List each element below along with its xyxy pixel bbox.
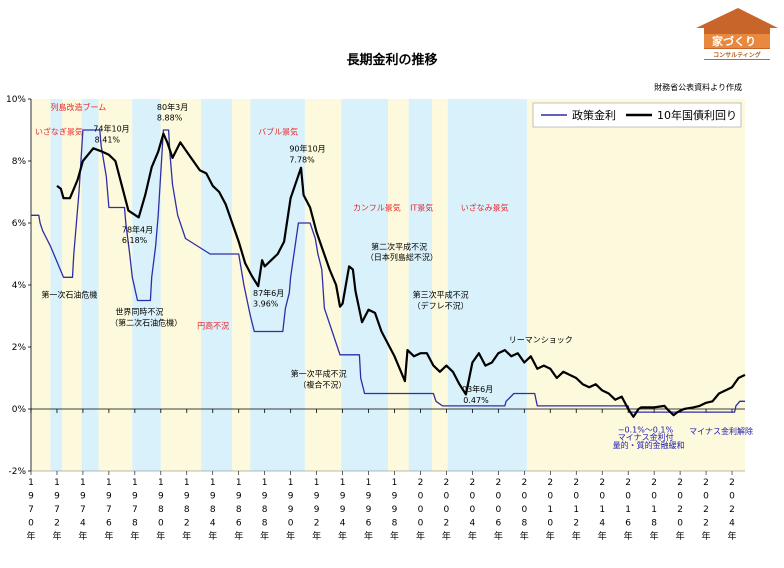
background-band <box>50 99 63 471</box>
background-band <box>408 99 433 471</box>
background-band <box>447 99 527 471</box>
annotation-label: 世界同時不況 <box>115 306 163 316</box>
background-band <box>526 99 745 471</box>
annotation-label: −0.1%～0.1% <box>618 425 674 434</box>
annotation-label: 円高不況 <box>197 320 229 330</box>
annotation-label: バブル景気 <box>258 127 298 137</box>
y-tick-label: 10% <box>6 95 26 105</box>
annotation-label: 第三次平成不況 <box>413 289 469 299</box>
background-band <box>232 99 251 471</box>
legend-label-10y-jgb: 10年国債利回り <box>657 108 737 122</box>
background-band <box>98 99 133 471</box>
annotation-label: 第一次平成不況 <box>291 368 347 378</box>
annotation-label: 第一次石油危機 <box>41 289 97 299</box>
y-tick-label: 2% <box>12 343 27 353</box>
annotation-label: 87年6月 <box>253 288 284 298</box>
annotation-label: 90年10月 <box>289 144 325 154</box>
annotation-label: IT景気 <box>410 203 433 213</box>
annotation-label: 8.41% <box>95 135 121 144</box>
annotation-label: 量的・質的金融緩和 <box>613 440 685 450</box>
annotation-label: 0.47% <box>463 396 489 405</box>
logo-subtext: コンサルティング <box>713 51 761 59</box>
annotation-label: （複合不況） <box>298 379 346 389</box>
series-line-policy-rate <box>31 129 745 413</box>
annotation-label: 8.88% <box>157 114 183 123</box>
annotation-label: 78年4月 <box>122 224 153 234</box>
annotation-label: （デフレ不況） <box>413 300 469 310</box>
background-bands <box>31 99 745 471</box>
background-band <box>388 99 409 471</box>
background-band <box>432 99 448 471</box>
annotation-label: マイナス金利付 <box>618 432 674 442</box>
annotation-label: カンフル景気 <box>353 203 401 213</box>
annotation-label: 6.18% <box>122 236 148 245</box>
annotation-label: 7.78% <box>289 156 315 165</box>
axes: 10% 8% 6% 4% 2% 0% -2%1 9 7 0 年 1 9 7 2 年 1 9 7 4 年 1 9 7 6 年 1 9 7 8… <box>6 95 745 542</box>
annotation-label: マイナス金利解除 <box>689 426 753 436</box>
annotation-label: 第二次平成不況 <box>371 241 427 251</box>
series-line-10y-jgb <box>56 132 746 418</box>
y-tick-label: 4% <box>12 281 27 291</box>
annotation-label: 74年10月 <box>93 124 129 134</box>
annotation-label: いざなみ景気 <box>461 203 509 213</box>
y-tick-label: -2% <box>8 467 26 477</box>
logo-sub-bg <box>704 49 770 59</box>
series-lines <box>31 129 746 418</box>
background-band <box>160 99 202 471</box>
annotation-label: 3.96% <box>253 300 279 309</box>
background-band <box>81 99 99 471</box>
annotation-label: （日本列島総不況） <box>366 252 438 262</box>
legend: 政策金利 10年国債利回り <box>532 102 742 128</box>
annotation-label: リーマンショック <box>509 335 573 344</box>
source-note: 財務省公表資料より作成 <box>654 82 742 92</box>
background-band <box>62 99 82 471</box>
chart-title: 長期金利の推移 <box>346 52 437 68</box>
annotation-label: いざなぎ景気 <box>35 127 83 137</box>
annotation-label: 80年3月 <box>157 102 188 112</box>
y-tick-label: 6% <box>12 219 27 229</box>
y-tick-label: 0% <box>12 405 27 415</box>
logo-band <box>704 34 770 48</box>
background-band <box>201 99 233 471</box>
company-logo: 家づくり コンサルティング <box>696 8 778 60</box>
logo-text: 家づくり <box>712 34 756 48</box>
y-tick-label: 8% <box>12 157 27 167</box>
annotation-label: 列島改造ブーム <box>50 102 106 112</box>
annotation-label: （第二次石油危機） <box>110 317 182 327</box>
annotation-label: 03年6月 <box>462 384 493 394</box>
legend-label-policy-rate: 政策金利 <box>572 108 616 122</box>
background-band <box>341 99 388 471</box>
background-band <box>31 99 51 471</box>
